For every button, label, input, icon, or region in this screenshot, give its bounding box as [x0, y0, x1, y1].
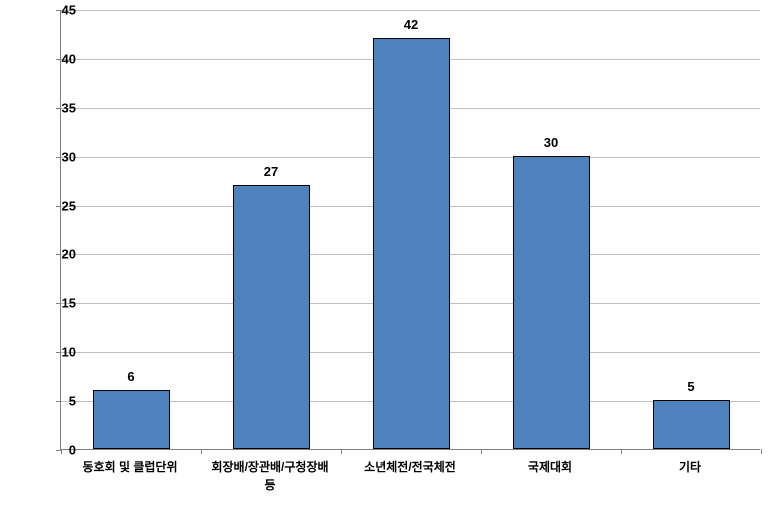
bar-value-label: 6: [127, 369, 134, 384]
bar-value-label: 27: [264, 164, 278, 179]
x-axis-label: 소년체전/전국체전: [340, 458, 480, 476]
x-axis-label: 기타: [620, 458, 760, 476]
y-axis-label: 5: [36, 394, 76, 409]
gridline: [61, 10, 760, 11]
x-tick-mark: [341, 449, 342, 454]
bar-value-label: 5: [687, 379, 694, 394]
x-axis-label: 회장배/장관배/구청장배 등: [200, 458, 340, 494]
x-axis-label: 국제대회: [480, 458, 620, 476]
bar: [233, 185, 310, 449]
y-axis-label: 40: [36, 51, 76, 66]
bar-value-label: 30: [544, 135, 558, 150]
x-tick-mark: [761, 449, 762, 454]
bar: [653, 400, 730, 449]
y-axis-label: 30: [36, 149, 76, 164]
plot-area: 6 27 42 30 5: [60, 10, 760, 450]
y-axis-label: 45: [36, 3, 76, 18]
y-axis-label: 35: [36, 100, 76, 115]
y-axis-label: 15: [36, 296, 76, 311]
x-tick-mark: [481, 449, 482, 454]
bar: [373, 38, 450, 449]
bar-chart: 6 27 42 30 5 동호회 및 클럽단위회장배/장관배/구청장배 등소년체전/전국…: [60, 10, 760, 500]
y-axis-label: 10: [36, 345, 76, 360]
y-axis-label: 25: [36, 198, 76, 213]
x-tick-mark: [621, 449, 622, 454]
x-tick-mark: [201, 449, 202, 454]
x-axis-label: 동호회 및 클럽단위: [60, 458, 200, 476]
bar: [93, 390, 170, 449]
bar: [513, 156, 590, 449]
bar-value-label: 42: [404, 17, 418, 32]
y-axis-label: 20: [36, 247, 76, 262]
y-axis-label: 0: [36, 443, 76, 458]
